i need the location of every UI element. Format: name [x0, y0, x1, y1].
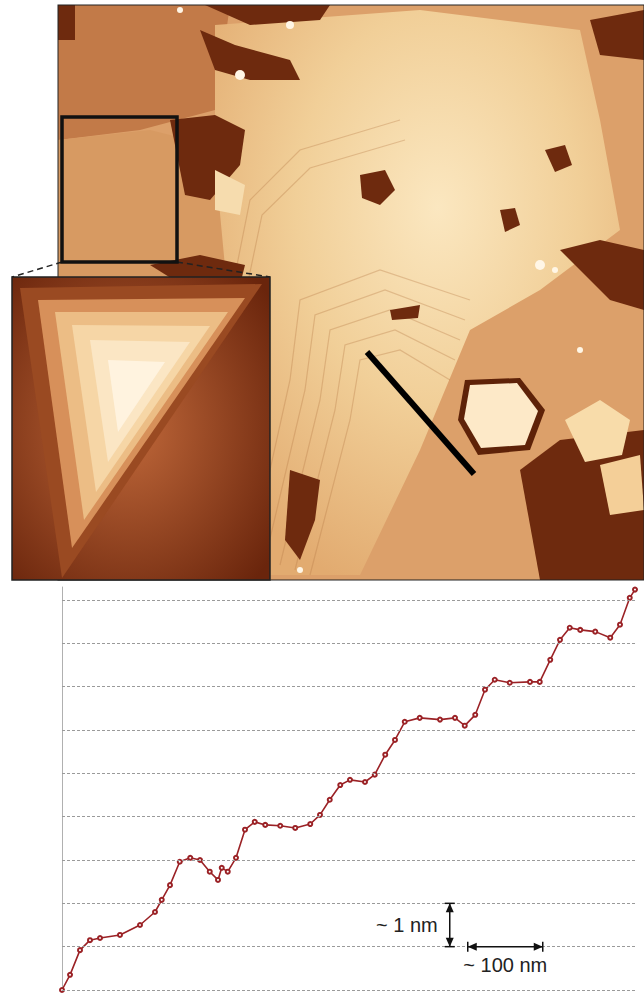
svg-text:~ 100 nm: ~ 100 nm — [463, 954, 547, 976]
svg-text:~ 1 nm: ~ 1 nm — [376, 914, 438, 936]
